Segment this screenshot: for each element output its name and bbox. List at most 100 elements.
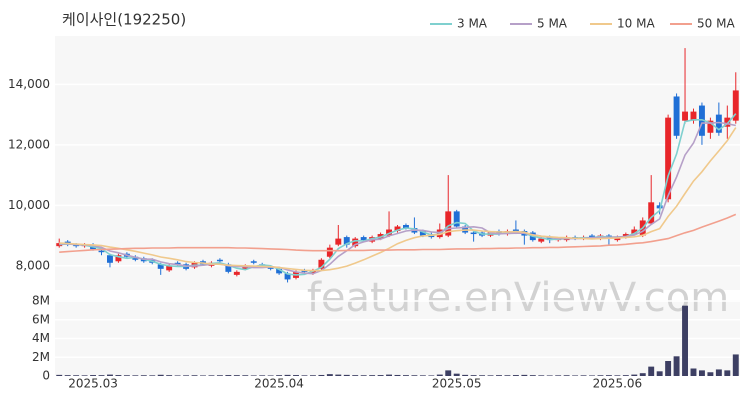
candle-body	[276, 268, 283, 274]
volume-bar	[563, 375, 570, 376]
y-tick-label: 0	[42, 369, 50, 383]
volume-bar	[665, 361, 672, 376]
legend-label: 50 MA	[697, 17, 735, 31]
volume-bar	[309, 375, 316, 376]
candle-body	[216, 259, 223, 262]
candle-body	[157, 264, 164, 269]
volume-bar	[555, 375, 562, 376]
volume-bar	[648, 366, 655, 376]
x-tick-label: 2025.05	[432, 377, 482, 391]
y-tick-label: 12,000	[8, 137, 50, 151]
volume-bar	[479, 375, 486, 376]
candle-body	[343, 237, 350, 245]
volume-bar	[123, 375, 130, 376]
volume-bar	[589, 375, 595, 376]
volume-bar	[428, 375, 435, 376]
candle-body	[233, 271, 240, 275]
candle-body	[470, 232, 477, 235]
ma-line	[59, 213, 737, 253]
volume-bar	[216, 375, 223, 376]
candle-body	[732, 90, 739, 121]
candle-body	[115, 255, 122, 262]
volume-bar	[352, 375, 359, 376]
volume-bar	[462, 374, 469, 376]
candle-body	[698, 105, 705, 136]
candle-body	[250, 261, 257, 263]
volume-bar	[673, 356, 680, 376]
volume-bar	[233, 375, 240, 376]
candle-body	[326, 247, 333, 257]
volume-bar	[445, 370, 452, 376]
candle-body	[166, 265, 173, 271]
volume-bar	[707, 372, 714, 376]
watermark: feature.enViewV.com	[307, 275, 729, 321]
candle-body	[225, 264, 232, 272]
volume-bar	[436, 374, 443, 376]
volume-bar	[115, 375, 122, 376]
volume-bar	[529, 375, 536, 376]
candle-body	[284, 273, 291, 280]
candle-body	[352, 238, 359, 247]
candle-body	[174, 262, 181, 265]
candle-body	[394, 226, 401, 232]
x-tick-label: 2025.03	[68, 377, 118, 391]
volume-bar	[132, 375, 139, 376]
volume-bar	[326, 374, 333, 376]
volume-bar	[208, 375, 215, 376]
candle-body	[419, 231, 426, 236]
volume-bar	[453, 373, 460, 376]
volume-bar	[682, 305, 688, 376]
volume-bar	[293, 375, 299, 376]
volume-bar	[656, 371, 663, 376]
volume-bar	[715, 369, 722, 376]
volume-bar	[572, 375, 579, 376]
volume-bar	[174, 375, 181, 376]
volume-bar	[360, 375, 367, 376]
volume-bar	[394, 374, 401, 376]
y-tick-label: 14,000	[8, 77, 50, 91]
volume-bar	[56, 374, 63, 376]
volume-bar	[301, 375, 308, 376]
volume-bar	[183, 375, 190, 376]
volume-bar	[81, 375, 88, 376]
volume-bar	[73, 375, 80, 376]
y-tick-label: 4M	[32, 331, 50, 345]
legend-label: 10 MA	[617, 17, 655, 31]
volume-bar	[318, 374, 325, 376]
candle-body	[589, 235, 595, 238]
volume-bar	[166, 375, 173, 376]
volume-bar	[631, 374, 638, 376]
volume-bar	[597, 375, 604, 376]
volume-bar	[343, 374, 350, 376]
volume-bar	[267, 375, 274, 376]
candle-body	[690, 111, 697, 121]
volume-bar	[90, 375, 97, 376]
volume-bar	[284, 374, 291, 376]
volume-bar	[690, 368, 697, 376]
volume-bar	[157, 374, 164, 376]
volume-bar	[580, 375, 587, 376]
volume-bar	[149, 375, 156, 376]
volume-bar	[107, 374, 113, 376]
candle-body	[648, 202, 655, 224]
candle-body	[360, 237, 367, 241]
candle-body	[673, 96, 680, 136]
volume-bar	[605, 375, 612, 376]
y-tick-label: 2M	[32, 350, 50, 364]
legend-label: 3 MA	[457, 17, 488, 31]
price-panel	[55, 36, 740, 290]
candle-body	[335, 238, 342, 245]
candle-body	[656, 205, 663, 209]
candle-body	[445, 211, 452, 236]
y-tick-label: 8M	[32, 294, 50, 308]
volume-bar	[698, 370, 705, 376]
candle-body	[107, 255, 113, 263]
volume-bar	[200, 375, 206, 376]
candle-body	[631, 229, 638, 235]
chart-title: 케이사인(192250)	[62, 11, 186, 29]
y-tick-label: 6M	[32, 312, 50, 326]
volume-bar	[732, 354, 739, 376]
volume-bar	[419, 375, 426, 376]
volume-bar	[225, 375, 232, 376]
